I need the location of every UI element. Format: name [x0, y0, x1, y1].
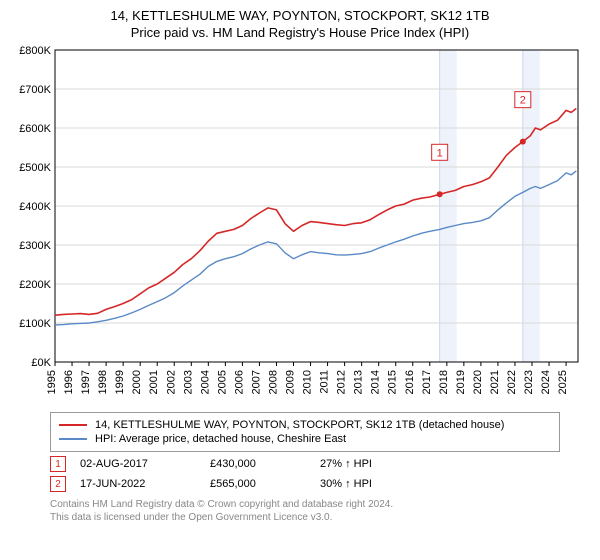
- x-axis-label: 2020: [472, 370, 484, 394]
- legend-label: HPI: Average price, detached house, Ches…: [95, 433, 346, 445]
- sale-marker: 2: [50, 476, 66, 492]
- legend-swatch: [59, 438, 87, 440]
- x-axis-label: 2000: [131, 370, 143, 394]
- plot-area: £0K £100K £200K £300K £400K £500K £600K £700K £8…: [13, 46, 588, 406]
- footer-line: Contains HM Land Registry data © Crown c…: [50, 498, 590, 511]
- chart-subtitle: Price paid vs. HM Land Registry's House …: [8, 25, 592, 40]
- sale-marker-label: 2: [520, 95, 526, 107]
- x-axis-label: 2013: [353, 370, 365, 394]
- sale-dot: [437, 191, 443, 197]
- x-axis-label: 2002: [165, 370, 177, 394]
- x-axis-label: 2022: [506, 370, 518, 394]
- x-axis-label: 1998: [97, 370, 109, 394]
- x-axis-label: 2011: [319, 370, 331, 394]
- y-axis-label: £300K: [19, 240, 51, 252]
- y-axis-label: £200K: [19, 279, 51, 291]
- y-axis-label: £700K: [19, 84, 51, 96]
- x-axis-label: 2019: [455, 370, 467, 394]
- legend-label: 14, KETTLESHULME WAY, POYNTON, STOCKPORT…: [95, 419, 504, 431]
- chart-container: 14, KETTLESHULME WAY, POYNTON, STOCKPORT…: [0, 0, 600, 560]
- footer-text: Contains HM Land Registry data © Crown c…: [50, 498, 590, 524]
- y-axis-label: £400K: [19, 201, 51, 213]
- x-axis-label: 1999: [114, 370, 126, 394]
- legend-item: HPI: Average price, detached house, Ches…: [59, 433, 551, 445]
- sale-date: 02-AUG-2017: [80, 458, 210, 470]
- x-axis-label: 1995: [46, 370, 58, 394]
- x-axis-label: 2008: [267, 370, 279, 394]
- y-axis-label: £800K: [19, 46, 51, 57]
- x-axis-label: 2021: [489, 370, 501, 394]
- x-axis-label: 2016: [404, 370, 416, 394]
- x-axis-label: 2006: [233, 370, 245, 394]
- y-axis-label: £600K: [19, 123, 51, 135]
- x-axis-label: 1996: [63, 370, 75, 394]
- x-axis-label: 2024: [540, 370, 552, 394]
- x-axis-label: 2004: [199, 370, 211, 394]
- sale-row: 1 02-AUG-2017£430,00027% ↑ HPI: [50, 456, 560, 472]
- y-axis-label: £0K: [31, 357, 51, 369]
- y-axis-label: £100K: [19, 318, 51, 330]
- x-axis-label: 2014: [370, 370, 382, 394]
- x-axis-label: 2009: [285, 370, 297, 394]
- x-axis-label: 2015: [387, 370, 399, 394]
- x-axis-label: 2003: [182, 370, 194, 394]
- sales-table: 1 02-AUG-2017£430,00027% ↑ HPI 2 17-JUN-202…: [50, 456, 560, 492]
- x-axis-label: 2025: [557, 370, 569, 394]
- sale-date: 17-JUN-2022: [80, 478, 210, 490]
- x-axis-label: 2001: [148, 370, 160, 394]
- y-axis-label: £500K: [19, 162, 51, 174]
- titles: 14, KETTLESHULME WAY, POYNTON, STOCKPORT…: [8, 8, 592, 40]
- legend-swatch: [59, 424, 87, 426]
- x-axis-label: 2017: [421, 370, 433, 394]
- sale-row: 2 17-JUN-2022£565,00030% ↑ HPI: [50, 476, 560, 492]
- sale-price: £430,000: [210, 458, 320, 470]
- x-axis-label: 2010: [302, 370, 314, 394]
- sale-pct: 27% ↑ HPI: [320, 458, 440, 470]
- sale-dot: [520, 139, 526, 145]
- sale-marker-label: 1: [437, 147, 443, 159]
- x-axis-label: 1997: [80, 370, 92, 394]
- legend-item: 14, KETTLESHULME WAY, POYNTON, STOCKPORT…: [59, 419, 551, 431]
- x-axis-label: 2012: [336, 370, 348, 394]
- chart-title: 14, KETTLESHULME WAY, POYNTON, STOCKPORT…: [8, 8, 592, 23]
- x-axis-label: 2018: [438, 370, 450, 394]
- sale-pct: 30% ↑ HPI: [320, 478, 440, 490]
- x-axis-label: 2005: [216, 370, 228, 394]
- x-axis-label: 2007: [250, 370, 262, 394]
- chart-svg: £0K £100K £200K £300K £400K £500K £600K £700K £8…: [13, 46, 588, 406]
- legend-box: 14, KETTLESHULME WAY, POYNTON, STOCKPORT…: [50, 412, 560, 452]
- footer-line: This data is licensed under the Open Gov…: [50, 511, 590, 524]
- sale-price: £565,000: [210, 478, 320, 490]
- x-axis-label: 2023: [523, 370, 535, 394]
- sale-marker: 1: [50, 456, 66, 472]
